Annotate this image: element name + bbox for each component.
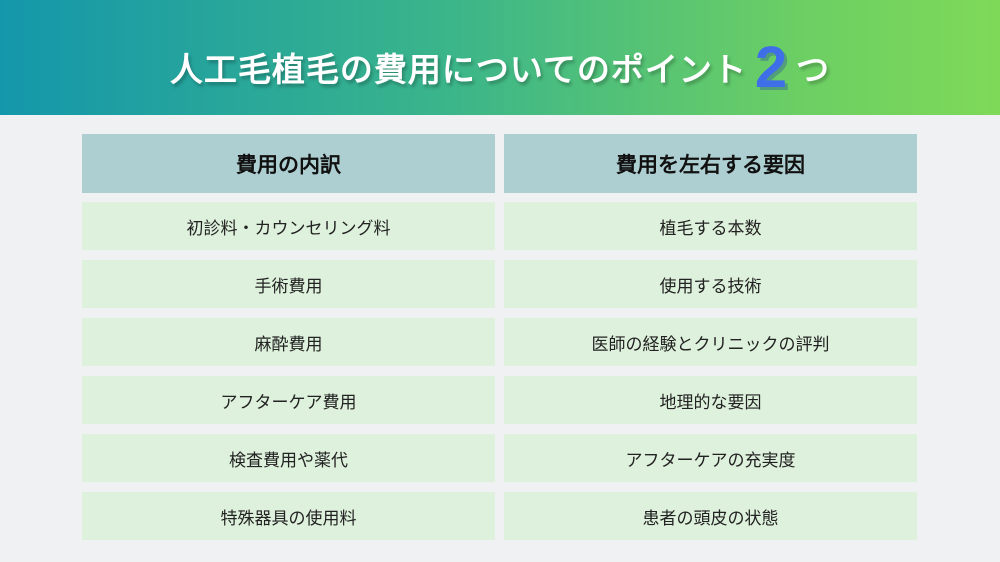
table-cell: 医師の経験とクリニックの評判 — [504, 318, 917, 366]
table-cell: 麻酔費用 — [82, 318, 495, 366]
table-cell: 地理的な要因 — [504, 376, 917, 424]
page-title: 人工毛植毛の費用についてのポイント 2 つ — [0, 34, 1000, 101]
column-header: 費用の内訳 — [82, 134, 495, 193]
title-banner: 人工毛植毛の費用についてのポイント 2 つ — [0, 0, 1000, 115]
column-cost-breakdown: 費用の内訳 初診料・カウンセリング料 手術費用麻酔費用アフターケア費用 検査費用や薬… — [82, 134, 495, 550]
column-cost-factors: 費用を左右する要因 植毛する本数 使用する技術 医師の経験とクリニックの評判 地理的な… — [504, 134, 917, 550]
title-number: 2 — [754, 35, 789, 100]
table-cell: アフターケア費用 — [82, 376, 495, 424]
title-suffix: つ — [796, 50, 831, 89]
table-cell: 使用する技術 — [504, 260, 917, 308]
table-cell: 植毛する本数 — [504, 202, 917, 250]
column-header: 費用を左右する要因 — [504, 134, 917, 193]
table-cell: 特殊器具の使用料 — [82, 492, 495, 540]
table-cell: アフターケアの充実度 — [504, 434, 917, 482]
table-cell: 手術費用 — [82, 260, 495, 308]
title-text: 人工毛植毛の費用についてのポイント — [169, 50, 747, 89]
table-cell: 患者の頭皮の状態 — [504, 492, 917, 540]
table-cell: 検査費用や薬代 — [82, 434, 495, 482]
table-cell: 初診料・カウンセリング料 — [82, 202, 495, 250]
